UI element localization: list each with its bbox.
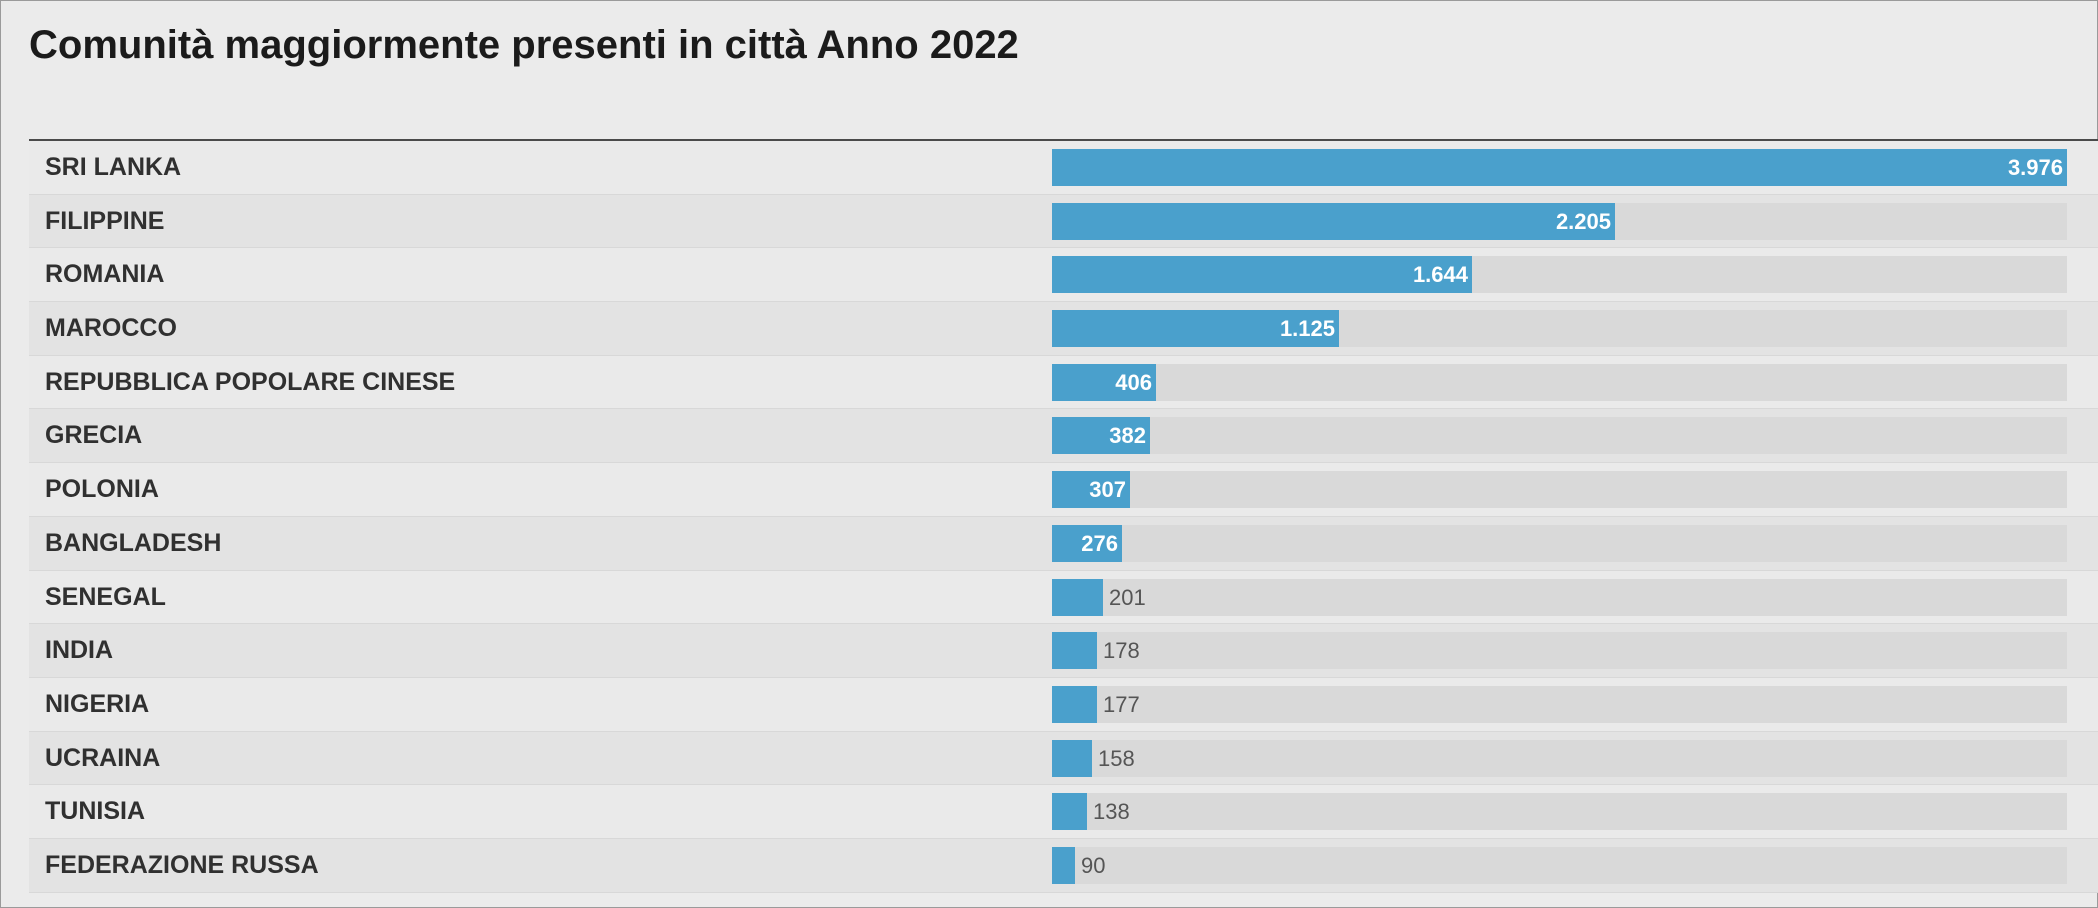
bar [1052,310,1339,348]
bar-track: 2.205 [1052,202,2067,240]
value-label: 382 [1109,423,1146,449]
chart-row: INDIA 178 [29,624,2098,678]
bar-track: 3.976 [1052,149,2067,186]
category-label: REPUBBLICA POPOLARE CINESE [45,367,456,396]
bar [1052,256,1472,294]
bar-track: 90 [1052,846,2067,884]
header-divider [29,139,2098,141]
bar-chart: SRI LANKA 3.976 FILIPPINE 2.205 ROMANIA 1.644… [29,141,2098,893]
bar [1052,685,1097,723]
value-label: 276 [1081,530,1118,556]
category-label: UCRAINA [45,743,161,772]
value-label: 158 [1098,745,1135,771]
chart-row: TUNISIA 138 [29,785,2098,839]
chart-row: SRI LANKA 3.976 [29,141,2098,195]
bar [1052,363,1156,401]
chart-row: NIGERIA 177 [29,677,2098,732]
bar [1052,417,1150,455]
category-label: POLONIA [45,475,159,504]
chart-row: FILIPPINE 2.205 [29,194,2098,249]
category-label: TUNISIA [45,797,145,826]
value-label: 90 [1081,852,1106,878]
category-label: SRI LANKA [45,153,182,181]
bar-track: 382 [1052,417,2067,455]
value-label: 1.125 [1279,316,1335,342]
bar [1052,632,1097,670]
value-label: 177 [1103,691,1140,717]
chart-row: REPUBBLICA POPOLARE CINESE 406 [29,355,2098,410]
chart-row: BANGLADESH 276 [29,516,2098,571]
bar [1052,578,1103,616]
bar-track: 138 [1052,793,2067,831]
chart-row: UCRAINA 158 [29,731,2098,786]
bar [1052,846,1075,884]
value-label: 201 [1109,584,1146,610]
chart-title: Comunità maggiormente presenti in città … [29,23,1019,67]
value-label: 406 [1115,369,1152,395]
category-label: SENEGAL [45,582,166,611]
category-label: ROMANIA [45,260,165,289]
category-label: GRECIA [45,421,143,450]
value-label: 2.205 [1555,208,1611,234]
bar-track: 158 [1052,739,2067,777]
bar-track: 307 [1052,471,2067,509]
category-label: FEDERAZIONE RUSSA [45,850,319,879]
chart-row: POLONIA 307 [29,463,2098,517]
chart-row: SENEGAL 201 [29,570,2098,625]
bar [1052,149,2067,186]
value-label: 3.976 [2007,155,2063,180]
bar [1052,202,1615,240]
chart-row: FEDERAZIONE RUSSA 90 [29,838,2098,893]
bar-track: 201 [1052,578,2067,616]
category-label: FILIPPINE [45,206,165,235]
bar-track: 276 [1052,524,2067,562]
bar-track: 178 [1052,632,2067,670]
category-label: MAROCCO [45,314,177,343]
chart-row: MAROCCO 1.125 [29,302,2098,356]
value-label: 178 [1103,638,1140,664]
value-label: 138 [1093,799,1130,825]
chart-row: ROMANIA 1.644 [29,248,2098,303]
bar-track: 406 [1052,363,2067,401]
bar [1052,739,1092,777]
category-label: INDIA [45,636,114,665]
value-label: 307 [1089,477,1126,503]
value-label: 1.644 [1412,262,1468,288]
chart-row: GRECIA 382 [29,409,2098,464]
bar-track: 1.644 [1052,256,2067,294]
bar-track: 1.125 [1052,310,2067,348]
bar [1052,524,1122,562]
bar [1052,471,1130,509]
bar [1052,793,1087,831]
bar-track: 177 [1052,685,2067,723]
category-label: BANGLADESH [45,528,222,557]
category-label: NIGERIA [45,689,150,718]
